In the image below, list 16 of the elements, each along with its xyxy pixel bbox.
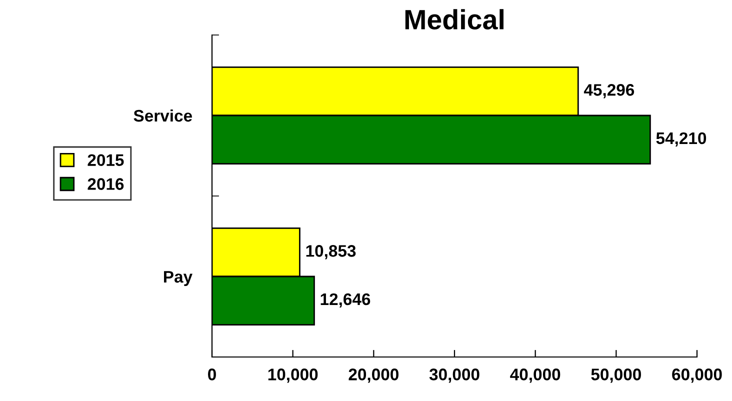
legend-label: 2016 — [88, 178, 124, 190]
legend-label: 2015 — [88, 154, 124, 166]
x-tick-label: 50,000 — [591, 368, 641, 383]
data-label: 54,210 — [656, 132, 706, 147]
y-tick-label: Pay — [164, 271, 192, 286]
data-label: 10,853 — [306, 245, 356, 260]
x-tick-label: 10,000 — [268, 368, 318, 383]
data-label: 12,646 — [320, 293, 370, 308]
x-tick-label: 40,000 — [510, 368, 560, 383]
y-tick-label: Service — [134, 109, 192, 122]
x-tick-label: 20,000 — [348, 368, 398, 383]
chart-title: Medical — [405, 9, 504, 30]
data-label: 45,296 — [584, 84, 634, 98]
x-tick-label: 0 — [208, 368, 216, 380]
x-tick-label: 30,000 — [429, 368, 480, 383]
x-tick-label: 60,000 — [672, 368, 722, 383]
